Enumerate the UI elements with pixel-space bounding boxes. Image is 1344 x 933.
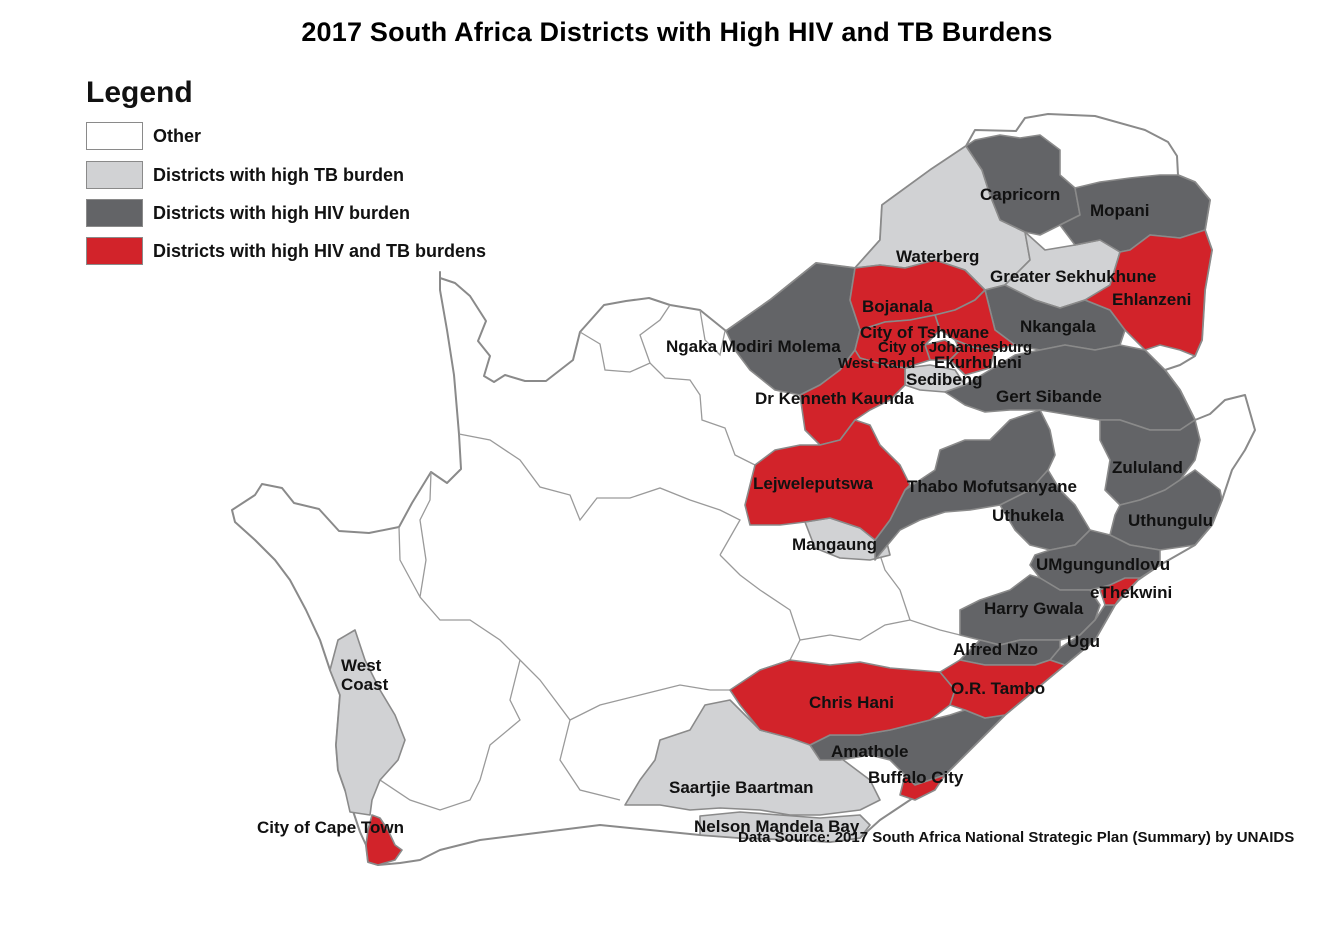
- map-label-chris-hani: Chris Hani: [809, 693, 894, 712]
- map-label-dr-kenneth-kaunda: Dr Kenneth Kaunda: [755, 389, 914, 408]
- map-label-saartjie-baartman: Saartjie Baartman: [669, 778, 814, 797]
- map-label-ugu: Ugu: [1067, 632, 1100, 651]
- map-label-waterberg: Waterberg: [896, 247, 979, 266]
- map-label-uthungulu: Uthungulu: [1128, 511, 1213, 530]
- legend-swatch-tb: [86, 161, 143, 189]
- district-city-of-tshwane: [934, 289, 1016, 351]
- legend-swatch-hiv: [86, 199, 143, 227]
- internal-boundary: [719, 554, 961, 641]
- district-west-coast: [329, 629, 406, 816]
- map-label-mangaung: Mangaung: [792, 535, 877, 554]
- district-chris-hani: [729, 659, 956, 746]
- district-ehlanzeni: [1084, 229, 1213, 357]
- internal-boundary: [699, 309, 726, 357]
- map-label-thabo-mofutsanyane: Thabo Mofutsanyane: [907, 477, 1077, 496]
- map-label-nkangala: Nkangala: [1020, 317, 1096, 336]
- map-label-city-of-tshwane: City of Tshwane: [860, 323, 989, 342]
- district-nelson-mandela-bay: [699, 811, 871, 843]
- district-ethekwini: [1099, 577, 1141, 606]
- map-label-ehlanzeni: Ehlanzeni: [1112, 290, 1191, 309]
- legend-title: Legend: [86, 76, 193, 109]
- internal-boundary: [398, 526, 421, 598]
- district-city-of-cape-town: [365, 814, 403, 866]
- legend-label: Districts with high HIV and TB burdens: [153, 241, 487, 261]
- map-label-ekurhuleni: Ekurhuleni: [934, 353, 1022, 372]
- map-label-zululand: Zululand: [1112, 458, 1183, 477]
- district-or-tambo: [939, 659, 1066, 719]
- map-label-west-rand: West Rand: [838, 355, 915, 372]
- map-label-uthukela: Uthukela: [992, 506, 1064, 525]
- district-lejweleputswa: [744, 419, 911, 541]
- map-label-umgungundlovu: UMgungundlovu: [1036, 555, 1170, 574]
- map-label-or-tambo: O.R. Tambo: [951, 679, 1045, 698]
- legend-label: Districts with high HIV burden: [153, 203, 411, 223]
- internal-boundary: [458, 433, 741, 556]
- map-label-amathole: Amathole: [831, 742, 908, 761]
- internal-boundary: [579, 331, 756, 466]
- map-label-west: West: [341, 656, 382, 675]
- map-label-ethekwini: eThekwini: [1090, 583, 1172, 602]
- map-label-capricorn: Capricorn: [980, 185, 1060, 204]
- map-label-greater-sekhukhune: Greater Sekhukhune: [990, 267, 1156, 286]
- map-label-ngaka-modiri-molema: Ngaka Modiri Molema: [666, 337, 841, 356]
- map-label-nelson-mandela-bay: Nelson Mandela Bay: [694, 817, 860, 836]
- map-label-mopani: Mopani: [1090, 201, 1150, 220]
- district-ekurhuleni: [949, 339, 996, 376]
- map-label-harry-gwala: Harry Gwala: [984, 599, 1084, 618]
- internal-boundary: [379, 659, 521, 811]
- internal-boundary: [559, 719, 621, 801]
- map-title: 2017 South Africa Districts with High HI…: [301, 17, 1053, 47]
- data-source-note: Data Source: 2017 South Africa National …: [738, 829, 1295, 846]
- map-label-gert-sibande: Gert Sibande: [996, 387, 1102, 406]
- map-label-sedibeng: Sedibeng: [906, 370, 983, 389]
- map-label-lejweleputswa: Lejweleputswa: [753, 474, 874, 493]
- district-saartjie-baartman: [624, 699, 881, 816]
- map-label-alfred-nzo: Alfred Nzo: [953, 640, 1038, 659]
- map-label-buffalo-city: Buffalo City: [868, 768, 964, 787]
- map-label-city-of-cape-town: City of Cape Town: [257, 818, 404, 837]
- map-label-coast: Coast: [341, 675, 389, 694]
- legend-label: Districts with high TB burden: [153, 165, 404, 185]
- internal-boundary: [639, 304, 671, 364]
- map-label-city-of-johannesburg: City of Johannesburg: [878, 339, 1032, 356]
- district-gert-sibande: [944, 344, 1196, 431]
- legend-label: Other: [153, 126, 202, 146]
- legend-swatch-hiv-tb: [86, 237, 143, 265]
- internal-boundary: [879, 554, 911, 621]
- legend-swatch-other: [86, 122, 143, 150]
- district-buffalo-city: [899, 774, 946, 801]
- map-label-bojanala: Bojanala: [862, 297, 933, 316]
